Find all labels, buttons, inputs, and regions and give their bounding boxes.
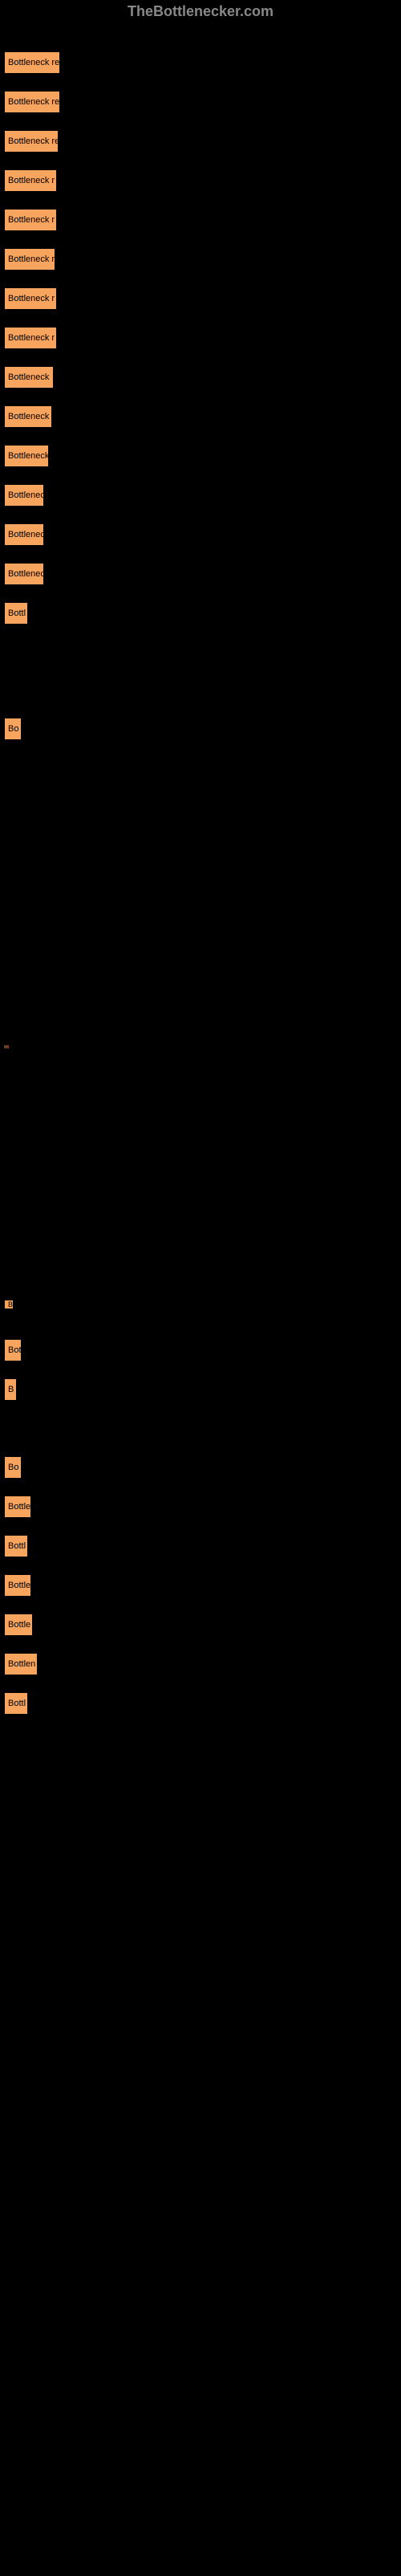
chart-bar: B: [4, 1300, 14, 1309]
site-header: TheBottlenecker.com: [0, 0, 401, 23]
chart-bar: Bottleneck r: [4, 248, 55, 271]
chart-bar: Bo: [4, 718, 22, 740]
chart-bar: Bottleneck r: [4, 287, 57, 310]
chart-bar: Bottle: [4, 1574, 31, 1597]
chart-bar: Bottle: [4, 1496, 31, 1518]
chart-bar: Bottleneck re: [4, 91, 60, 113]
chart-bar: Bo: [4, 1456, 22, 1479]
chart-bar: Bottleneck re: [4, 130, 59, 153]
chart-bar: Bottlen: [4, 1653, 38, 1675]
chart-bar: Bottl: [4, 1692, 28, 1715]
chart-bar: Bottlenec: [4, 563, 44, 585]
chart-bar: Bottl: [4, 1535, 28, 1557]
chart-bar: Bottleneck r: [4, 169, 57, 192]
chart-bar: B: [4, 1378, 17, 1401]
chart-bar: Bot: [4, 1339, 22, 1361]
chart-bar: Bottl: [4, 602, 28, 625]
chart-bar: Bottleneck re: [4, 51, 60, 74]
chart-bar: [4, 1045, 9, 1048]
chart-bar: Bottleneck: [4, 405, 52, 428]
chart-bar: Bottleneck r: [4, 327, 57, 349]
bar-chart: Bottleneck re Bottleneck re Bottleneck re B…: [0, 23, 401, 2576]
chart-bar: Bottlenec: [4, 484, 44, 507]
chart-bar: Bottlenec: [4, 523, 44, 546]
chart-bar: Bottleneck: [4, 366, 54, 389]
chart-bar: Bottle: [4, 1614, 33, 1636]
chart-bar: Bottleneck r: [4, 209, 57, 231]
chart-bar: Bottleneck: [4, 445, 49, 467]
